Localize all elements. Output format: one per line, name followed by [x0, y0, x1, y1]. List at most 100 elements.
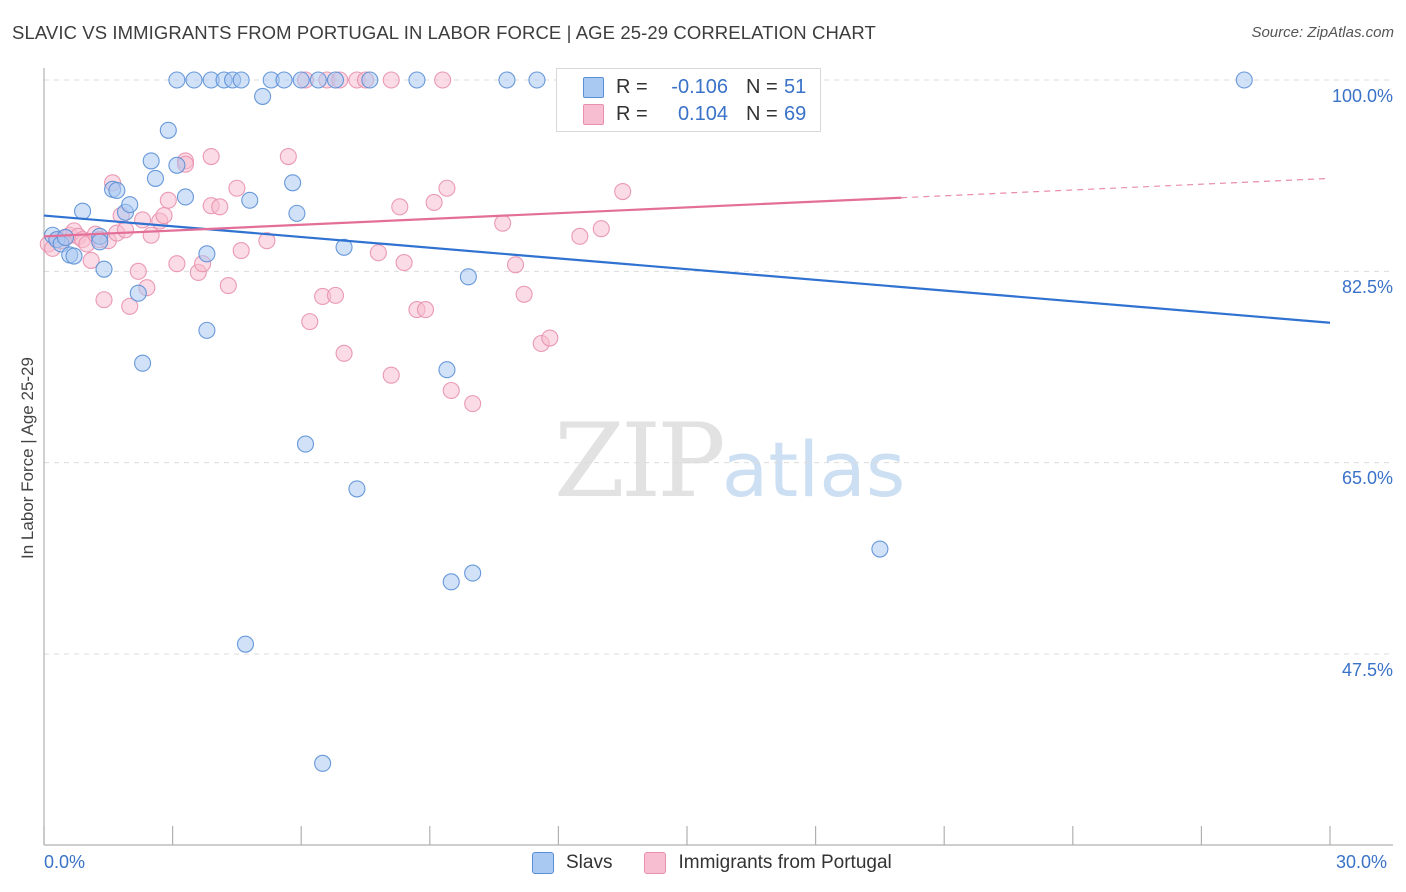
slavs-point	[326, 71, 345, 89]
y-tick-label: 100.0%	[1331, 86, 1393, 106]
portugal-point	[335, 344, 353, 362]
slavs-point	[159, 121, 177, 139]
legend-row-slavs: R = -0.106 N = 51	[583, 75, 806, 99]
portugal-point	[155, 207, 173, 225]
x-tick-label-max: 30.0%	[1336, 852, 1388, 872]
portugal-point	[382, 366, 400, 384]
portugal-point	[168, 255, 186, 273]
slavs-point	[142, 152, 160, 170]
slavs-point	[438, 361, 456, 379]
portugal-point	[228, 179, 246, 197]
portugal-point	[438, 179, 456, 197]
legend-n-label: N =	[746, 75, 778, 98]
legend-r-label: R =	[616, 102, 648, 125]
legend-r-value-slavs: -0.106	[671, 75, 728, 98]
portugal-point	[202, 147, 220, 166]
slavs-point	[275, 71, 293, 89]
x-tick-label-min: 0.0%	[44, 852, 86, 872]
chart-title: SLAVIC VS IMMIGRANTS FROM PORTUGAL IN LA…	[12, 22, 876, 43]
portugal-point	[382, 71, 400, 89]
portugal-point	[592, 220, 610, 238]
portugal-trend-line	[43, 196, 902, 238]
legend-item-slavs[interactable]: Slavs	[532, 852, 612, 874]
portugal-point	[369, 244, 387, 262]
legend-item-portugal[interactable]: Immigrants from Portugal	[644, 852, 892, 874]
slavs-point	[232, 71, 250, 89]
slavs-point	[108, 181, 126, 199]
portugal-point	[571, 227, 589, 245]
slavs-point	[361, 71, 379, 89]
watermark-zip: ZIP	[554, 402, 726, 521]
y-tick-label: 82.5%	[1341, 277, 1393, 297]
slavs-point	[292, 71, 310, 89]
slavs-point	[168, 156, 186, 174]
legend-swatch-portugal	[583, 103, 604, 125]
legend-swatch-slavs	[532, 852, 554, 874]
portugal-point	[232, 242, 250, 260]
slavs-point	[185, 71, 203, 89]
slavs-point	[241, 191, 259, 209]
portugal-point	[121, 297, 139, 315]
portugal-point	[416, 301, 435, 319]
slavs-point	[236, 635, 255, 653]
legend-n-value-slavs: 51	[784, 75, 807, 98]
slavs-point	[408, 71, 426, 89]
slavs-point	[65, 247, 83, 265]
legend-label-portugal: Immigrants from Portugal	[678, 852, 892, 873]
slavs-point	[56, 228, 74, 246]
portugal-point	[442, 381, 460, 400]
source-credit: Source: ZipAtlas.com	[1251, 24, 1394, 41]
portugal-point	[95, 291, 113, 309]
portugal-point	[159, 191, 177, 209]
slavs-point	[74, 202, 92, 220]
slavs-point	[176, 188, 195, 206]
y-tick-label: 47.5%	[1341, 660, 1393, 680]
slavs-point	[464, 564, 482, 582]
legend-swatch-slavs	[583, 76, 604, 98]
slavs-point	[528, 71, 546, 89]
legend-row-portugal: R = 0.104 N = 69	[583, 102, 806, 126]
portugal-point	[134, 211, 152, 229]
legend-n-value-portugal: 69	[784, 102, 807, 125]
portugal-point	[129, 262, 147, 280]
slavs-point	[146, 169, 165, 187]
portugal-point	[219, 276, 237, 295]
portugal-point	[116, 221, 134, 239]
slavs-point	[442, 573, 460, 591]
watermark-atlas: atlas	[721, 425, 906, 514]
portugal-point	[541, 329, 559, 347]
slavs-trend-line	[43, 214, 1331, 324]
gridlines	[44, 79, 1393, 655]
portugal-point	[425, 193, 443, 212]
legend-n-label: N =	[746, 102, 778, 125]
slavs-point	[91, 233, 109, 251]
slavs-point	[95, 260, 113, 278]
slavs-point	[314, 754, 332, 772]
slavs-point	[288, 204, 306, 222]
portugal-point	[464, 395, 482, 413]
portugal-point	[279, 147, 297, 166]
portugal-point	[142, 226, 160, 244]
portugal-point	[494, 214, 512, 232]
portugal-point	[301, 313, 319, 331]
slavs-point	[284, 174, 302, 192]
portugal-point	[391, 198, 409, 216]
portugal-point	[506, 256, 525, 274]
legend-label-slavs: Slavs	[566, 852, 613, 873]
series-slavs-points	[44, 71, 1253, 772]
slavs-point	[168, 71, 186, 89]
slavs-point	[498, 71, 516, 89]
slavs-point	[129, 284, 147, 302]
y-tick-label: 65.0%	[1341, 468, 1393, 488]
portugal-point	[82, 251, 100, 269]
legend-r-label: R =	[616, 75, 648, 98]
portugal-point	[515, 285, 533, 303]
legend-swatch-portugal	[644, 852, 667, 874]
slavs-point	[459, 268, 477, 286]
portugal-point	[395, 254, 413, 272]
portugal-point	[211, 198, 229, 216]
portugal-point	[326, 286, 345, 304]
slavs-point	[309, 71, 327, 89]
portugal-point	[614, 182, 632, 201]
